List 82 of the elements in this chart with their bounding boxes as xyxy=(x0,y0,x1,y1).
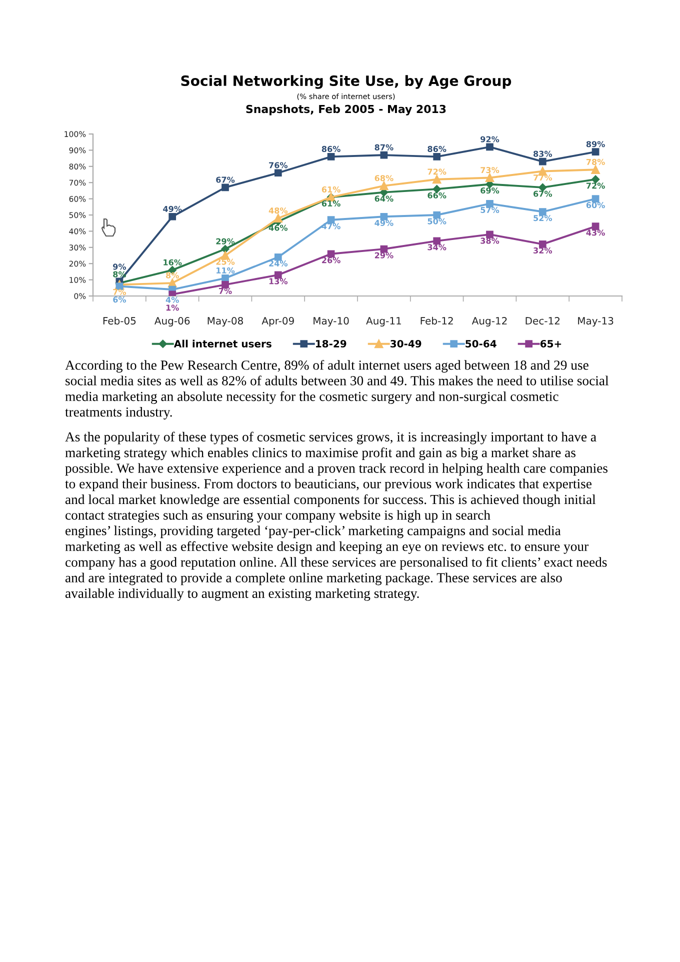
text: As the popularity of these types of cosmetic services grows, it is increasingly important to have a marketing strategy which enables clinics to maximise profit and gain as big a market share as possible. We have extensive experience and a proven track record in helping health care companies to expand their business. From doctors to beauticians, our previous work indicates that expertise and local market knowledge are essential components for success. This is achieved though initial contact strategies such as ensuring your company website is high up in search engines’ listings, providing targeted ‘pay-per-click’ marketing campaigns and social media marketing as well as effective website design and keeping an eye on reviews etc. to ensure your company has a good reputation online. All these services are personalised to fit clients’ exact needs and are integrated to provide a complete online marketing package. These services are also available individually to augment an existing marketing strategy. xyxy=(65,432,608,601)
data-label: 13% xyxy=(269,278,288,284)
data-label: 69% xyxy=(480,187,500,194)
legend-label: 50-64 xyxy=(466,340,496,348)
data-label: 29% xyxy=(374,252,394,258)
data-label: 76% xyxy=(269,162,288,168)
point xyxy=(168,212,176,220)
x-tick-label: Feb-12 xyxy=(420,316,453,325)
point xyxy=(274,214,282,223)
chart-title: Social Networking Site Use, by Age Group xyxy=(181,75,512,89)
point xyxy=(592,195,600,202)
data-label: 16% xyxy=(164,259,182,266)
data-label: 7% xyxy=(113,288,126,295)
data-label: 26% xyxy=(322,257,340,264)
point xyxy=(327,153,335,160)
data-label: 1% xyxy=(166,304,179,311)
point xyxy=(433,153,441,160)
data-label: 89% xyxy=(586,141,605,148)
data-label: 73% xyxy=(480,166,500,174)
text: Snapshots, Feb 2005 - May 2013 xyxy=(246,104,446,116)
point xyxy=(274,169,282,177)
data-label: 49% xyxy=(374,220,394,226)
x-tick-label: Aug-12 xyxy=(472,317,507,327)
point xyxy=(591,165,600,174)
data-label: 48% xyxy=(268,207,288,214)
data-label: 72% xyxy=(428,168,446,175)
data-label: 57% xyxy=(480,206,500,213)
point xyxy=(432,175,442,184)
data-label: 78% xyxy=(586,158,605,165)
data-label: 43% xyxy=(586,230,605,236)
data-label: 9% xyxy=(113,264,126,270)
point xyxy=(538,208,546,216)
x-tick-label: May-08 xyxy=(208,317,243,327)
data-label: 67% xyxy=(216,176,235,183)
data-label: 24% xyxy=(269,260,288,266)
data-label: 49% xyxy=(163,206,182,212)
data-label: 60% xyxy=(586,202,605,208)
legend-label: 65+ xyxy=(540,340,562,348)
data-label: 68% xyxy=(374,175,394,182)
data-label: 8% xyxy=(166,272,179,278)
data-label: 87% xyxy=(374,144,394,150)
data-label: 66% xyxy=(428,192,446,198)
data-label: 52% xyxy=(534,215,552,222)
data-label: 86% xyxy=(322,146,340,152)
text: According to the Pew Research Centre, 89% of adult internet users aged between 18 and 29 use social media sites as well as 82% of adults between 30 and 49. This makes the need to utilise social media marketing an absolute necessity for the cosmetic surgery and non-surgical cosmetic treatments industry. xyxy=(65,360,609,420)
x-tick-label: May-10 xyxy=(314,317,349,327)
data-label: 72% xyxy=(586,182,605,189)
data-label: 11% xyxy=(216,267,235,274)
x-tick-label: May-13 xyxy=(578,317,614,327)
x-tick-label: Dec-12 xyxy=(526,317,560,325)
point xyxy=(592,148,600,156)
data-label: 7% xyxy=(218,288,232,294)
point xyxy=(538,158,546,166)
data-label: 92% xyxy=(480,136,500,142)
data-label: 29% xyxy=(216,238,235,244)
point xyxy=(486,143,494,151)
data-label: 32% xyxy=(534,247,552,254)
point xyxy=(222,184,229,192)
point xyxy=(485,173,494,182)
data-label: 64% xyxy=(374,196,394,202)
data-label: 34% xyxy=(428,244,446,250)
legend-label: 18-29 xyxy=(316,340,346,348)
data-label: 61% xyxy=(322,200,340,207)
point xyxy=(222,274,229,282)
x-tick-label: Apr-09 xyxy=(262,317,294,327)
data-label: 67% xyxy=(534,190,552,197)
point xyxy=(221,244,230,254)
data-label: 4% xyxy=(166,296,179,303)
data-label: 6% xyxy=(113,296,126,303)
point xyxy=(380,151,388,159)
data-label: 61% xyxy=(322,186,340,193)
data-label: 86% xyxy=(428,146,446,152)
data-label: 38% xyxy=(480,238,500,244)
data-label: 46% xyxy=(268,224,288,231)
data-label: 83% xyxy=(534,150,552,157)
legend-label: All internet users xyxy=(174,340,272,348)
legend-label: 30-49 xyxy=(390,340,422,348)
x-tick-label: Aug-11 xyxy=(366,317,401,327)
x-tick-label: Feb-05 xyxy=(103,316,136,325)
data-label: 50% xyxy=(428,218,446,224)
x-tick-label: Aug-06 xyxy=(154,317,190,327)
point xyxy=(380,182,388,190)
